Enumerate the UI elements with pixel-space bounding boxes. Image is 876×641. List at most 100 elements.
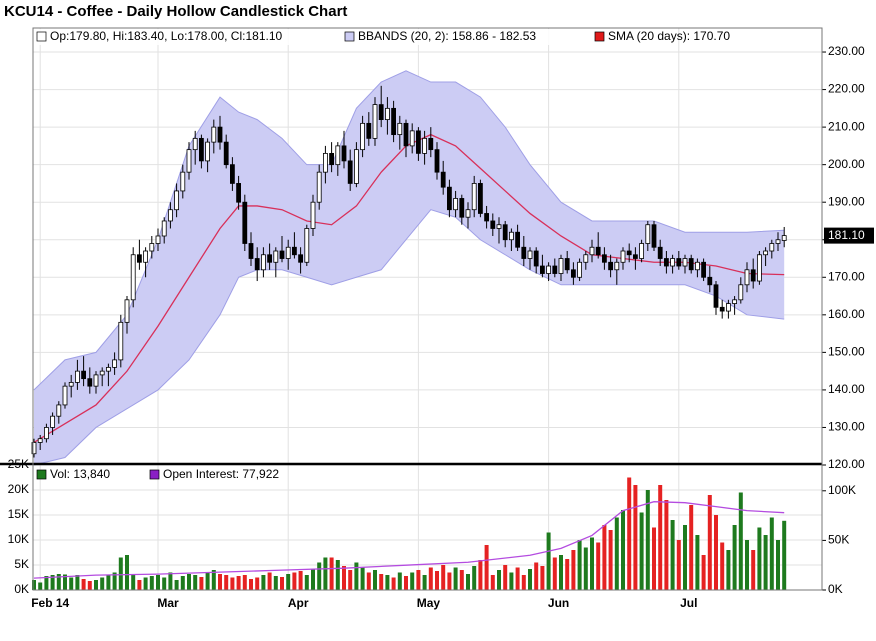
volume-bar — [745, 540, 749, 590]
candle-body — [422, 137, 428, 154]
y-tick-label: 120.00 — [828, 457, 865, 471]
open-interest-line — [33, 501, 785, 579]
candle-body — [397, 122, 403, 136]
candle-body — [583, 254, 589, 263]
volume-bar — [149, 576, 154, 590]
y-tick-label: 25K — [8, 457, 29, 471]
candle-body — [571, 269, 576, 278]
volume-bar — [385, 575, 390, 590]
volume-bar — [63, 574, 67, 590]
volume-bar — [32, 580, 36, 590]
candle-body — [434, 149, 440, 173]
candle-body — [254, 258, 260, 271]
volume-bar — [559, 555, 563, 590]
last-price-box — [824, 227, 874, 244]
volume-bar — [583, 547, 588, 590]
volume-bar — [441, 565, 446, 590]
volume-bar — [484, 545, 489, 590]
candle-body — [335, 145, 341, 166]
candle-body — [540, 265, 545, 274]
volume-bar — [168, 572, 173, 590]
candle-body — [279, 250, 285, 259]
volume-bar — [193, 575, 198, 590]
volume-bar — [224, 575, 229, 590]
candle-body — [93, 374, 99, 387]
y-tick-label: 150.00 — [828, 345, 865, 359]
candle-body — [391, 107, 397, 136]
y-tick-label: 5K — [14, 557, 29, 571]
volume-bar — [552, 557, 557, 590]
candle-body — [124, 299, 130, 323]
volume-bar — [695, 535, 700, 590]
candle-body — [62, 385, 68, 406]
candle-body — [37, 438, 43, 443]
candle-body — [726, 303, 731, 312]
volume-bar — [627, 477, 632, 590]
volume-bar — [676, 540, 681, 590]
y2-tick-label: 0K — [828, 582, 843, 596]
y2-tick-label: 100K — [828, 483, 856, 497]
volume-bar — [701, 555, 706, 590]
volume-bar — [131, 575, 136, 590]
candle-body — [186, 149, 192, 173]
y-tick-label: 230.00 — [828, 44, 865, 58]
candle-body — [670, 258, 675, 267]
x-tick-label: Mar — [157, 596, 179, 610]
candle-body — [31, 442, 37, 455]
volume-bar — [218, 574, 222, 590]
candle-body — [676, 258, 682, 267]
candle-body — [515, 231, 520, 248]
volume-bar — [261, 575, 266, 590]
volume-bar — [94, 580, 98, 590]
x-tick-label: Feb 14 — [31, 596, 69, 610]
volume-bar — [100, 577, 105, 590]
candle-body — [533, 250, 539, 267]
candle-body — [304, 228, 310, 263]
volume-bar — [577, 540, 582, 590]
candle-body — [118, 321, 124, 361]
volume-bar — [311, 569, 315, 590]
volume-bar — [273, 576, 278, 590]
band-edge — [33, 209, 785, 466]
volume-bar — [645, 490, 650, 590]
candle-body — [508, 231, 514, 241]
legend-sma-swatch — [594, 31, 605, 42]
candle-body — [291, 246, 297, 256]
volume-bar — [534, 562, 539, 590]
candle-body — [50, 415, 55, 428]
volume-bar — [528, 569, 532, 590]
volume-bar — [81, 579, 86, 590]
legend-open-interest: Open Interest: 77,922 — [163, 467, 279, 481]
candle-body — [415, 130, 421, 154]
y-tick-label: 0K — [14, 582, 29, 596]
volume-bar — [670, 520, 675, 590]
volume-bar — [652, 527, 656, 590]
volume-bar — [298, 571, 303, 590]
candle-body — [298, 254, 304, 263]
y-tick-label: 15K — [8, 507, 29, 521]
volume-bar — [459, 570, 464, 590]
candle-body — [657, 246, 663, 259]
x-tick-label: Jun — [548, 596, 569, 610]
candle-body — [130, 254, 136, 301]
volume-bar — [304, 575, 309, 590]
candle-body — [248, 243, 254, 259]
candle-body — [192, 137, 198, 151]
volume-bar — [720, 542, 725, 590]
candle-body — [229, 164, 235, 184]
candle-body — [465, 209, 471, 218]
candle-body — [732, 299, 737, 304]
volume-bar — [689, 505, 694, 590]
volume-bar — [422, 575, 427, 590]
volume-bar — [633, 485, 638, 590]
volume-bar — [515, 567, 520, 590]
candle-body — [719, 306, 725, 312]
candle-body — [738, 284, 744, 301]
x-tick-label: Jul — [680, 596, 697, 610]
candle-body — [664, 258, 669, 267]
legend-open-interest-swatch — [149, 469, 160, 480]
volume-bar — [379, 574, 384, 590]
candle-body — [155, 235, 161, 244]
candle-body — [527, 250, 533, 259]
candle-body — [217, 126, 223, 143]
